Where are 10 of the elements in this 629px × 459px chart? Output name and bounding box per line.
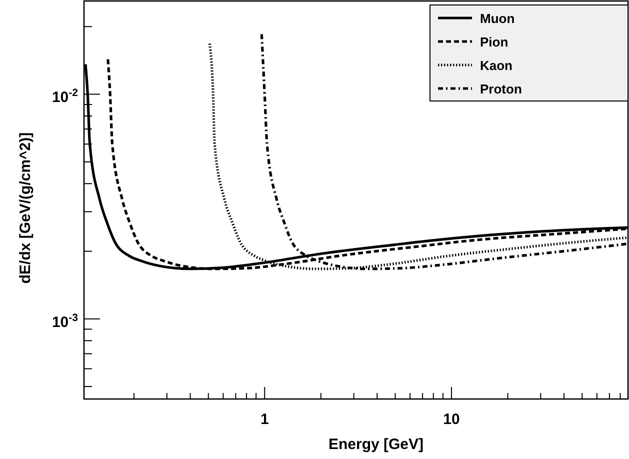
legend-label: Muon [480, 11, 515, 26]
x-axis-title: Energy [GeV] [328, 436, 424, 453]
legend-label: Kaon [480, 58, 513, 73]
y-tick-label: 10$^{-3}$ [52, 312, 78, 331]
legend-label: Pion [480, 34, 508, 50]
y-tick-label: 10$^{-2}$ [52, 87, 78, 106]
legend-label: Proton [480, 82, 522, 96]
x-tick-label: 1 [260, 411, 269, 428]
y-axis-title: dE/dx [GeV/(g/cm^2)] [17, 132, 34, 284]
x-tick-label: 10 [443, 411, 460, 428]
